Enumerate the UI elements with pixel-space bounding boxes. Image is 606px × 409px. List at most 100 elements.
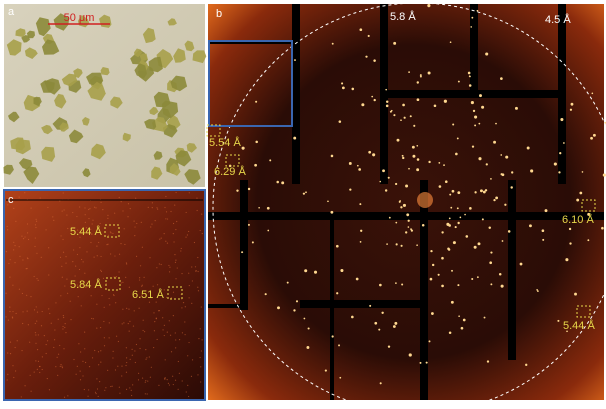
speckle: [175, 347, 177, 349]
speckle: [9, 310, 11, 313]
speckle: [15, 312, 17, 315]
speckle: [59, 344, 61, 347]
reflection: [448, 217, 451, 220]
speckle: [197, 290, 200, 292]
speckle: [151, 223, 153, 225]
speckle: [37, 279, 39, 281]
reflection: [341, 82, 344, 85]
reflection: [493, 140, 496, 144]
reflection: [449, 193, 452, 196]
reflection: [403, 116, 406, 119]
speckle: [172, 291, 175, 293]
reflection: [358, 168, 361, 171]
crystal: [6, 39, 22, 56]
speckle: [27, 258, 29, 260]
reflection: [379, 382, 382, 385]
reflection: [247, 223, 250, 226]
reflection: [416, 244, 418, 247]
speckle: [48, 247, 50, 249]
crystal: [54, 93, 67, 109]
reflection: [405, 184, 409, 188]
reflection: [514, 106, 518, 110]
reflection: [457, 284, 460, 287]
speckle: [34, 332, 37, 334]
reflection: [427, 71, 431, 75]
reflection: [456, 137, 459, 140]
speckle: [70, 319, 72, 321]
speckle: [128, 330, 130, 332]
speckle: [78, 268, 81, 271]
crystal: [73, 68, 83, 78]
speckle: [36, 368, 38, 370]
speckle: [61, 265, 63, 267]
speckle: [130, 389, 132, 391]
reflection: [488, 226, 492, 229]
speckle: [78, 343, 80, 345]
speckle: [163, 289, 165, 291]
speckle: [90, 241, 92, 244]
speckle: [110, 232, 112, 234]
speckle: [49, 312, 51, 315]
speckle: [100, 361, 102, 363]
speckle: [142, 329, 144, 332]
speckle: [62, 328, 64, 330]
speckle: [35, 360, 37, 362]
reflection: [541, 229, 545, 233]
speckle: [158, 310, 160, 312]
speckle: [33, 309, 36, 311]
speckle: [200, 350, 202, 352]
speckle: [56, 356, 58, 358]
reflection: [587, 212, 591, 216]
speckle: [181, 272, 183, 275]
speckle: [34, 237, 36, 239]
crystal: [41, 146, 56, 162]
speckle: [115, 302, 117, 304]
speckle: [60, 235, 62, 237]
reflection: [441, 284, 444, 288]
speckle: [75, 265, 77, 267]
diffraction-zoom: [3, 189, 206, 401]
speckle: [145, 349, 147, 351]
speckle: [120, 243, 122, 245]
speckle: [158, 384, 160, 386]
speckle: [107, 217, 109, 220]
speckle: [47, 206, 49, 209]
speckle: [61, 367, 64, 369]
reflection: [431, 312, 434, 315]
reflection: [479, 189, 483, 193]
reflection: [429, 277, 433, 281]
reflection: [295, 300, 299, 303]
speckle: [75, 373, 77, 375]
speckle: [151, 207, 153, 209]
reflection: [490, 283, 493, 286]
speckle: [125, 364, 127, 367]
crystal: [148, 56, 163, 73]
speckle: [170, 351, 173, 353]
speckle: [121, 365, 123, 367]
speckle: [9, 341, 12, 343]
speckle: [129, 320, 131, 322]
reflection: [369, 304, 372, 307]
speckle: [50, 322, 52, 324]
panel-a: 50 μm a: [3, 4, 207, 187]
speckle: [131, 394, 133, 397]
reflection: [355, 277, 359, 281]
speckle: [126, 307, 128, 310]
speckle: [65, 332, 67, 334]
speckle: [197, 270, 199, 273]
reflection: [407, 219, 410, 222]
reflection: [385, 88, 388, 91]
crystal: [100, 67, 110, 76]
speckle: [149, 376, 151, 378]
reflection: [602, 173, 606, 177]
speckle: [139, 277, 141, 279]
speckle: [64, 323, 66, 325]
speckle: [36, 349, 39, 351]
speckle: [61, 365, 63, 367]
reflection: [348, 162, 352, 165]
reflection: [452, 123, 455, 126]
reflection: [476, 9, 479, 12]
reflection: [330, 210, 334, 214]
speckle: [188, 297, 190, 299]
reflection: [365, 55, 368, 58]
